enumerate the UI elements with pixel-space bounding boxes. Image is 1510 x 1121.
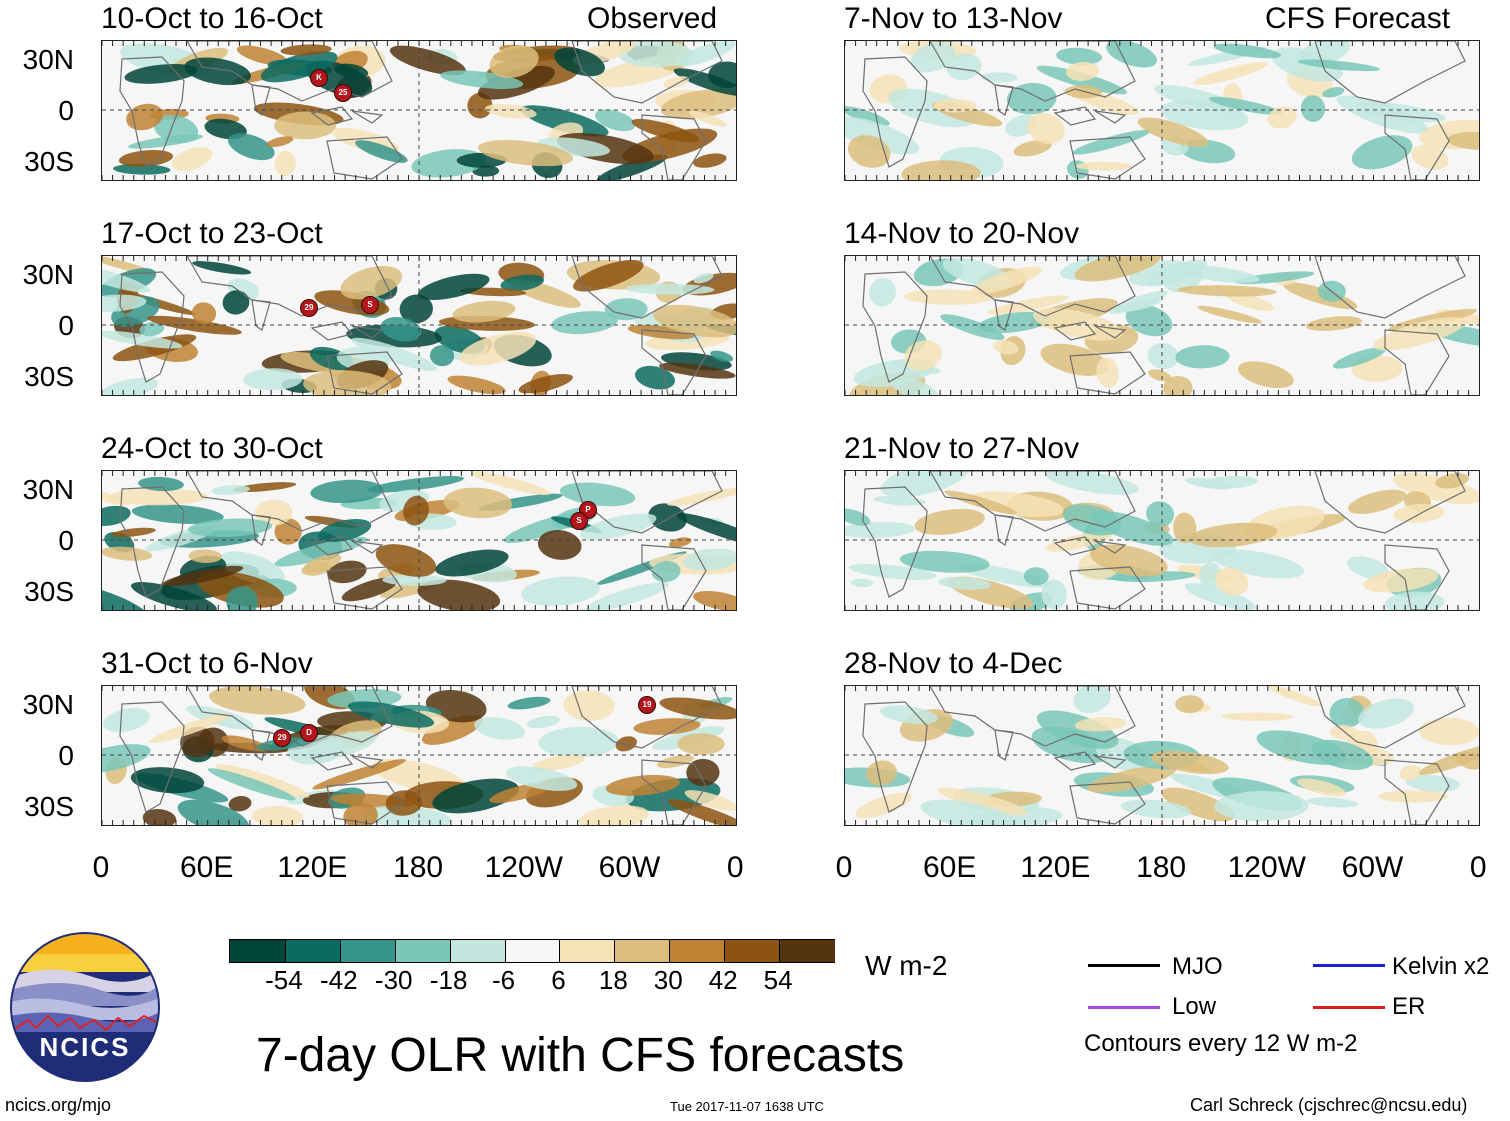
lat-label: 30S (24, 361, 74, 392)
lat-label: 30N (22, 689, 74, 720)
olr-map-observed-1 (101, 40, 737, 181)
main-title: 7-day OLR with CFS forecasts (256, 1029, 905, 1082)
colorbar-tick-label: -54 (265, 965, 303, 995)
lon-label: 60W (1341, 851, 1404, 884)
lat-label: 0 (58, 525, 74, 556)
olr-map-forecast-3 (844, 470, 1480, 611)
lat-label: 30S (24, 791, 74, 822)
legend-line-low (1088, 1006, 1160, 1009)
colorbar-unit: W m-2 (865, 950, 948, 981)
lon-label: 120W (1227, 851, 1306, 884)
colorbar-swatch (559, 940, 616, 962)
colorbar-tick-label: 54 (763, 965, 793, 995)
storm-marker: S (570, 512, 588, 530)
storm-marker: 25 (334, 84, 352, 102)
legend-line-er (1313, 1006, 1385, 1009)
colorbar-swatch (614, 940, 671, 962)
lon-label: 180 (393, 851, 444, 884)
lon-label: 60E (179, 851, 234, 884)
colorbar-tick-label: 18 (598, 965, 628, 995)
lat-label: 30N (22, 259, 74, 290)
left-column-label: Observed (587, 2, 718, 35)
colorbar-swatch (394, 940, 452, 962)
lon-label: 60E (922, 851, 977, 884)
colorbar-tick-label: -42 (320, 965, 358, 995)
contour-note: Contours every 12 W m-2 (1084, 1030, 1358, 1057)
colorbar (229, 939, 836, 963)
legend-label-mjo: MJO (1172, 953, 1223, 980)
colorbar-swatch (669, 940, 726, 962)
olr-map-observed-4 (101, 685, 737, 826)
right-column-label: CFS Forecast (1265, 2, 1451, 35)
lon-label: 0 (1469, 851, 1487, 884)
storm-marker: 29 (300, 299, 318, 317)
storm-marker: K (310, 69, 328, 87)
lon-label: 120W (484, 851, 563, 884)
lon-label: 60W (598, 851, 661, 884)
olr-map-observed-2 (101, 255, 737, 396)
footer-timestamp: Tue 2017-11-07 1638 UTC (670, 1099, 824, 1114)
colorbar-swatch (504, 940, 561, 962)
olr-map-forecast-1 (844, 40, 1480, 181)
colorbar-tick-label: -30 (374, 965, 413, 995)
lat-label: 0 (58, 740, 74, 771)
olr-map-forecast-2 (844, 255, 1480, 396)
lat-label: 30N (22, 44, 74, 75)
legend-label-kelvin: Kelvin x2 (1392, 953, 1490, 980)
colorbar-swatch (779, 940, 836, 962)
logo-text: NCICS (39, 1032, 131, 1062)
colorbar-tick-label: -18 (429, 965, 468, 995)
storm-marker: 29 (273, 729, 291, 747)
legend-label-low: Low (1172, 993, 1217, 1020)
colorbar-tick-label: 30 (653, 965, 683, 995)
lon-label: 0 (726, 851, 744, 884)
colorbar-swatch (284, 940, 342, 962)
legend-line-kelvin (1313, 964, 1385, 967)
colorbar-tick-label: 6 (551, 965, 566, 995)
lon-label: 0 (92, 851, 110, 884)
olr-map-forecast-4 (844, 685, 1480, 826)
colorbar-tick-label: 42 (708, 965, 738, 995)
lat-label: 0 (58, 95, 74, 126)
legend-label-er: ER (1392, 993, 1426, 1020)
lat-label: 30S (24, 576, 74, 607)
footer-url[interactable]: ncics.org/mjo (5, 1095, 112, 1115)
lat-label: 30N (22, 474, 74, 505)
storm-marker: S (361, 296, 379, 314)
lon-label: 120E (277, 851, 348, 884)
lat-label: 0 (58, 310, 74, 341)
ncics-logo: NCICS (10, 932, 160, 1082)
lon-label: 180 (1136, 851, 1187, 884)
storm-marker: 19 (638, 696, 656, 714)
colorbar-tick-label: -6 (491, 965, 516, 995)
colorbar-swatch (339, 940, 397, 962)
lat-label: 30S (24, 146, 74, 177)
lon-label: 120E (1020, 851, 1091, 884)
colorbar-swatch (449, 940, 507, 962)
legend-line-mjo (1088, 964, 1160, 967)
footer-author: Carl Schreck (cjschrec@ncsu.edu) (1190, 1095, 1468, 1115)
olr-map-observed-3 (101, 470, 737, 611)
colorbar-swatch (724, 940, 781, 962)
storm-marker: D (300, 724, 318, 742)
lon-label: 0 (835, 851, 853, 884)
colorbar-swatch (230, 940, 286, 962)
